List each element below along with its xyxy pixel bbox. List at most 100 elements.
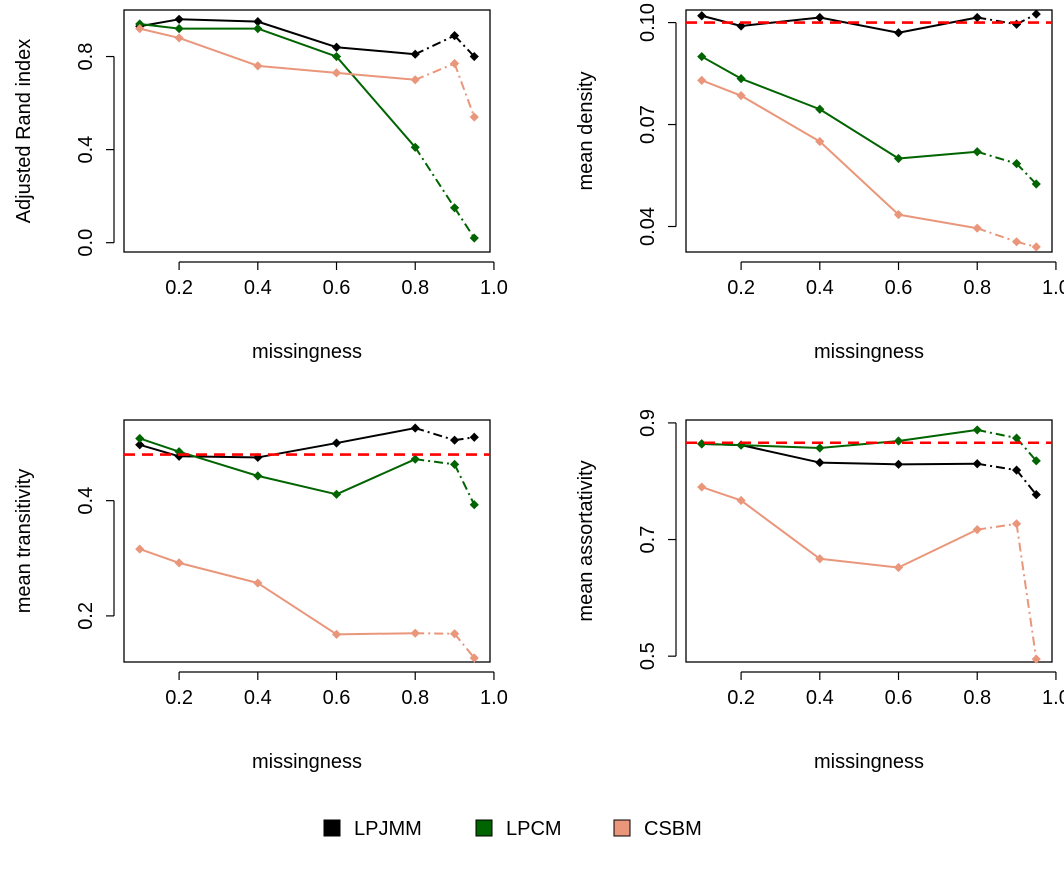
series-csbm-point-3: [253, 578, 263, 588]
series-csbm-point-7: [469, 653, 479, 663]
series-lpcm-segment-4: [336, 458, 416, 496]
series-csbm-point-1: [697, 482, 707, 492]
series-lpcm-point-4: [331, 51, 342, 62]
y-tick-label-0_4: 0.4: [75, 136, 97, 164]
series-lpjmm-segment-3: [819, 16, 899, 34]
series-csbm-point-4: [331, 629, 342, 639]
y-tick-label-0_04: 0.04: [637, 207, 659, 246]
series-lpjmm-point-3: [253, 17, 263, 27]
chart-panel-2: 0.2 0.4 0.6 0.8 1.0 missingness 0.04 0.07 0.10 me…: [575, 3, 1064, 363]
x-axis-label: missingness: [252, 751, 362, 773]
series-csbm-point-6: [449, 629, 460, 639]
series-lpjmm-segment-4: [336, 46, 416, 56]
series-lpcm-point-4: [893, 436, 904, 446]
series-lpjmm-segment-5: [414, 34, 456, 56]
y-tick-label-0: 0.0: [75, 229, 97, 257]
y-axis-label: Adjusted Rand index: [13, 39, 35, 224]
series-csbm-segment-3: [819, 140, 900, 216]
series-lpjmm-segment-6: [453, 34, 475, 58]
series-lpjmm-point-4: [893, 459, 904, 469]
series-lpcm-segment-2: [178, 450, 259, 477]
series-csbm-segment-4: [898, 528, 978, 569]
series-csbm-segment-5: [977, 522, 1017, 531]
series-lpjmm-point-5: [972, 459, 982, 469]
y-tick-label-0_9: 0.9: [637, 409, 659, 437]
series-lpcm-point-6: [449, 203, 460, 213]
series-lpcm-segment-5: [977, 428, 1017, 440]
chart-panel-1: 0.2 0.4 0.6 0.8 1.0 missingness 0.0 0.4 0.8 Adjus…: [13, 9, 508, 363]
series-lpcm-point-7: [469, 233, 479, 243]
x-tick-label-0_2: 0.2: [727, 277, 755, 299]
series-lpcm-segment-1: [701, 442, 742, 447]
series-lpcm-point-6: [1011, 433, 1022, 443]
series-lpcm-point-4: [893, 153, 904, 164]
series-lpcm-point-3: [815, 104, 825, 114]
y-tick-label-0_7: 0.7: [637, 526, 659, 554]
series-csbm-point-3: [253, 61, 263, 71]
x-tick-label-0_8: 0.8: [401, 687, 429, 709]
series-lpjmm-segment-1: [701, 14, 742, 27]
series-csbm-point-2: [736, 91, 746, 101]
series-lpjmm: [135, 423, 479, 463]
legend-label-csbm: CSBM: [644, 818, 702, 840]
series-lpcm-segment-1: [139, 22, 180, 30]
series-lpjmm-segment-4: [336, 427, 416, 445]
series-csbm-point-7: [1031, 654, 1041, 664]
series-lpcm-point-1: [697, 439, 707, 449]
x-axis-label: missingness: [814, 751, 924, 773]
y-tick-label-0_8: 0.8: [75, 43, 97, 71]
series-lpjmm-point-6: [449, 435, 460, 445]
series-lpjmm-point-7: [469, 51, 479, 62]
x-tick-label-0_2: 0.2: [165, 277, 193, 299]
series-lpjmm-point-3: [815, 457, 825, 468]
series-lpjmm-point-5: [972, 12, 982, 23]
series-lpjmm-point-4: [331, 438, 342, 448]
series-csbm-point-2: [174, 558, 184, 568]
series-csbm-point-1: [135, 24, 145, 34]
series-lpjmm-point-1: [135, 440, 145, 450]
x-tick-label-0_8: 0.8: [963, 687, 991, 709]
series-lpcm-segment-6: [453, 463, 476, 506]
x-tick-label-1: 1.0: [480, 687, 508, 709]
series-lpcm-point-6: [449, 459, 460, 469]
series-csbm-point-7: [469, 112, 479, 122]
chart-panel-4: 0.2 0.4 0.6 0.8 1.0 missingness 0.5 0.7 0.9 mean …: [575, 409, 1064, 773]
series-csbm-segment-6: [1015, 523, 1038, 660]
plot-frame: [123, 9, 491, 253]
y-tick-label-0_2: 0.2: [75, 602, 97, 630]
series-lpcm-segment-3: [257, 474, 337, 496]
series-lpcm: [135, 19, 479, 243]
plot-frame: [685, 419, 1053, 663]
series-csbm-point-2: [174, 33, 184, 43]
series-lpcm-segment-4: [335, 55, 416, 148]
series-csbm-point-3: [815, 554, 825, 564]
series-lpjmm-segment-2: [740, 444, 821, 464]
series-lpjmm-point-5: [410, 49, 420, 59]
series-csbm-segment-6: [453, 63, 476, 118]
series-lpcm-point-5: [972, 147, 982, 157]
series-lpjmm-point-1: [697, 11, 707, 21]
series-csbm-segment-1: [701, 486, 742, 502]
x-axis-label: missingness: [814, 341, 924, 363]
series-lpjmm-point-2: [174, 14, 184, 24]
series-csbm-segment-2: [740, 94, 821, 143]
series-csbm-point-1: [697, 75, 707, 85]
series-lpcm-point-5: [972, 425, 982, 435]
series-csbm: [697, 482, 1041, 664]
series-lpcm-point-7: [469, 500, 479, 510]
series-lpjmm-point-4: [331, 42, 342, 52]
x-tick-label-1: 1.0: [480, 277, 508, 299]
y-axis-label: mean density: [575, 72, 597, 191]
series-csbm-segment-6: [453, 633, 476, 659]
series-csbm-segment-1: [139, 548, 180, 564]
series-csbm-point-5: [410, 628, 420, 638]
series-csbm-segment-2: [740, 499, 821, 560]
series-lpcm-point-3: [253, 24, 263, 34]
y-axis-label: mean assortativity: [575, 460, 597, 621]
series-csbm-point-3: [815, 136, 825, 147]
series-lpcm: [697, 51, 1041, 189]
chart-panel-3: 0.2 0.4 0.6 0.8 1.0 missingness 0.2 0.4 mean tra…: [13, 419, 508, 773]
x-tick-label-1: 1.0: [1042, 687, 1064, 709]
y-tick-label-0_1: 0.10: [637, 3, 659, 42]
